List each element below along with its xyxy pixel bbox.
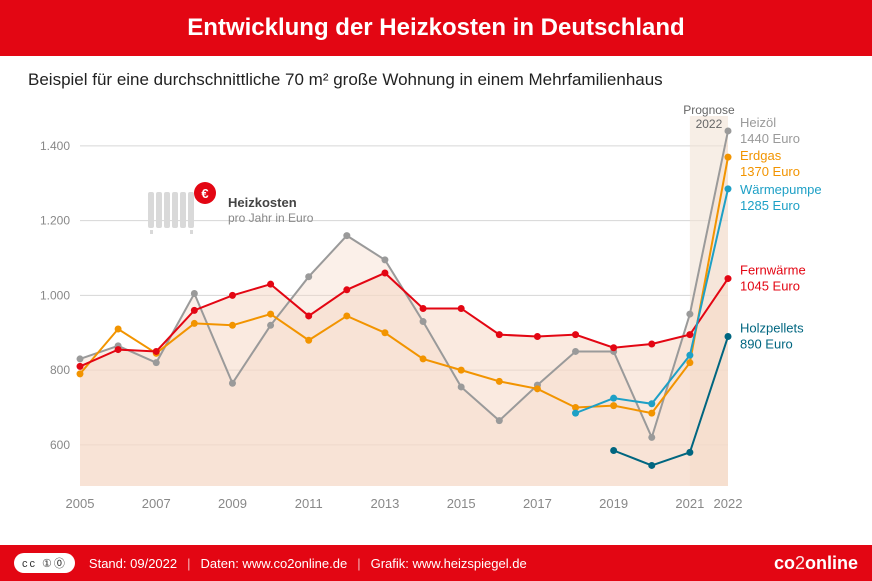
svg-text:800: 800 bbox=[50, 363, 70, 377]
svg-text:2017: 2017 bbox=[523, 496, 552, 511]
svg-text:Holzpellets: Holzpellets bbox=[740, 321, 804, 336]
footer-daten: Daten: www.co2online.de bbox=[201, 556, 348, 571]
svg-text:Fernwärme: Fernwärme bbox=[740, 263, 806, 278]
svg-text:1370 Euro: 1370 Euro bbox=[740, 164, 800, 179]
svg-text:1.000: 1.000 bbox=[40, 288, 70, 302]
svg-text:Erdgas: Erdgas bbox=[740, 148, 782, 163]
svg-text:2019: 2019 bbox=[599, 496, 628, 511]
footer-sep: | bbox=[187, 556, 190, 571]
line-chart-svg: 600 800 1.000 1.200 1.400 2005 2007 2009 2011 201… bbox=[28, 96, 844, 516]
svg-text:1285 Euro: 1285 Euro bbox=[740, 198, 800, 213]
svg-text:2015: 2015 bbox=[447, 496, 476, 511]
subtitle: Beispiel für eine durchschnittliche 70 m… bbox=[0, 56, 872, 96]
svg-text:Heizöl: Heizöl bbox=[740, 115, 776, 130]
euro-badge-icon: € bbox=[194, 182, 216, 204]
svg-text:1.400: 1.400 bbox=[40, 139, 70, 153]
header-bar: Entwicklung der Heizkosten in Deutschlan… bbox=[0, 0, 872, 56]
logo-part-a: co bbox=[774, 553, 795, 573]
logo-part-c: online bbox=[805, 553, 858, 573]
footer-sep: | bbox=[357, 556, 360, 571]
svg-text:2013: 2013 bbox=[370, 496, 399, 511]
radiator-annotation: € Heizkosten pro Jahr in Euro bbox=[148, 186, 313, 234]
svg-text:2011: 2011 bbox=[295, 496, 323, 511]
logo-part-b: 2 bbox=[795, 553, 805, 573]
svg-text:1.200: 1.200 bbox=[40, 214, 70, 228]
svg-text:2009: 2009 bbox=[218, 496, 247, 511]
svg-text:2007: 2007 bbox=[142, 496, 171, 511]
svg-text:2022: 2022 bbox=[714, 496, 743, 511]
radiator-caption-line2: pro Jahr in Euro bbox=[228, 211, 313, 225]
radiator-caption: Heizkosten pro Jahr in Euro bbox=[228, 195, 313, 225]
svg-text:2021: 2021 bbox=[675, 496, 704, 511]
footer-grafik: Grafik: www.heizspiegel.de bbox=[371, 556, 527, 571]
svg-text:890 Euro: 890 Euro bbox=[740, 337, 793, 352]
svg-text:1440 Euro: 1440 Euro bbox=[740, 131, 800, 146]
radiator-caption-line1: Heizkosten bbox=[228, 195, 313, 211]
svg-text:600: 600 bbox=[50, 438, 70, 452]
chart-area: 600 800 1.000 1.200 1.400 2005 2007 2009 2011 201… bbox=[28, 96, 844, 516]
svg-text:2005: 2005 bbox=[66, 496, 95, 511]
svg-text:1045 Euro: 1045 Euro bbox=[740, 279, 800, 294]
cc-license-icon: cc ①⓪ bbox=[14, 553, 75, 573]
infographic-container: Entwicklung der Heizkosten in Deutschlan… bbox=[0, 0, 872, 581]
co2online-logo: co2online bbox=[774, 553, 858, 574]
footer-bar: cc ①⓪ Stand: 09/2022 | Daten: www.co2onl… bbox=[0, 545, 872, 581]
page-title: Entwicklung der Heizkosten in Deutschlan… bbox=[187, 14, 684, 42]
footer-stand: Stand: 09/2022 bbox=[89, 556, 177, 571]
svg-text:Wärmepumpe: Wärmepumpe bbox=[740, 182, 822, 197]
